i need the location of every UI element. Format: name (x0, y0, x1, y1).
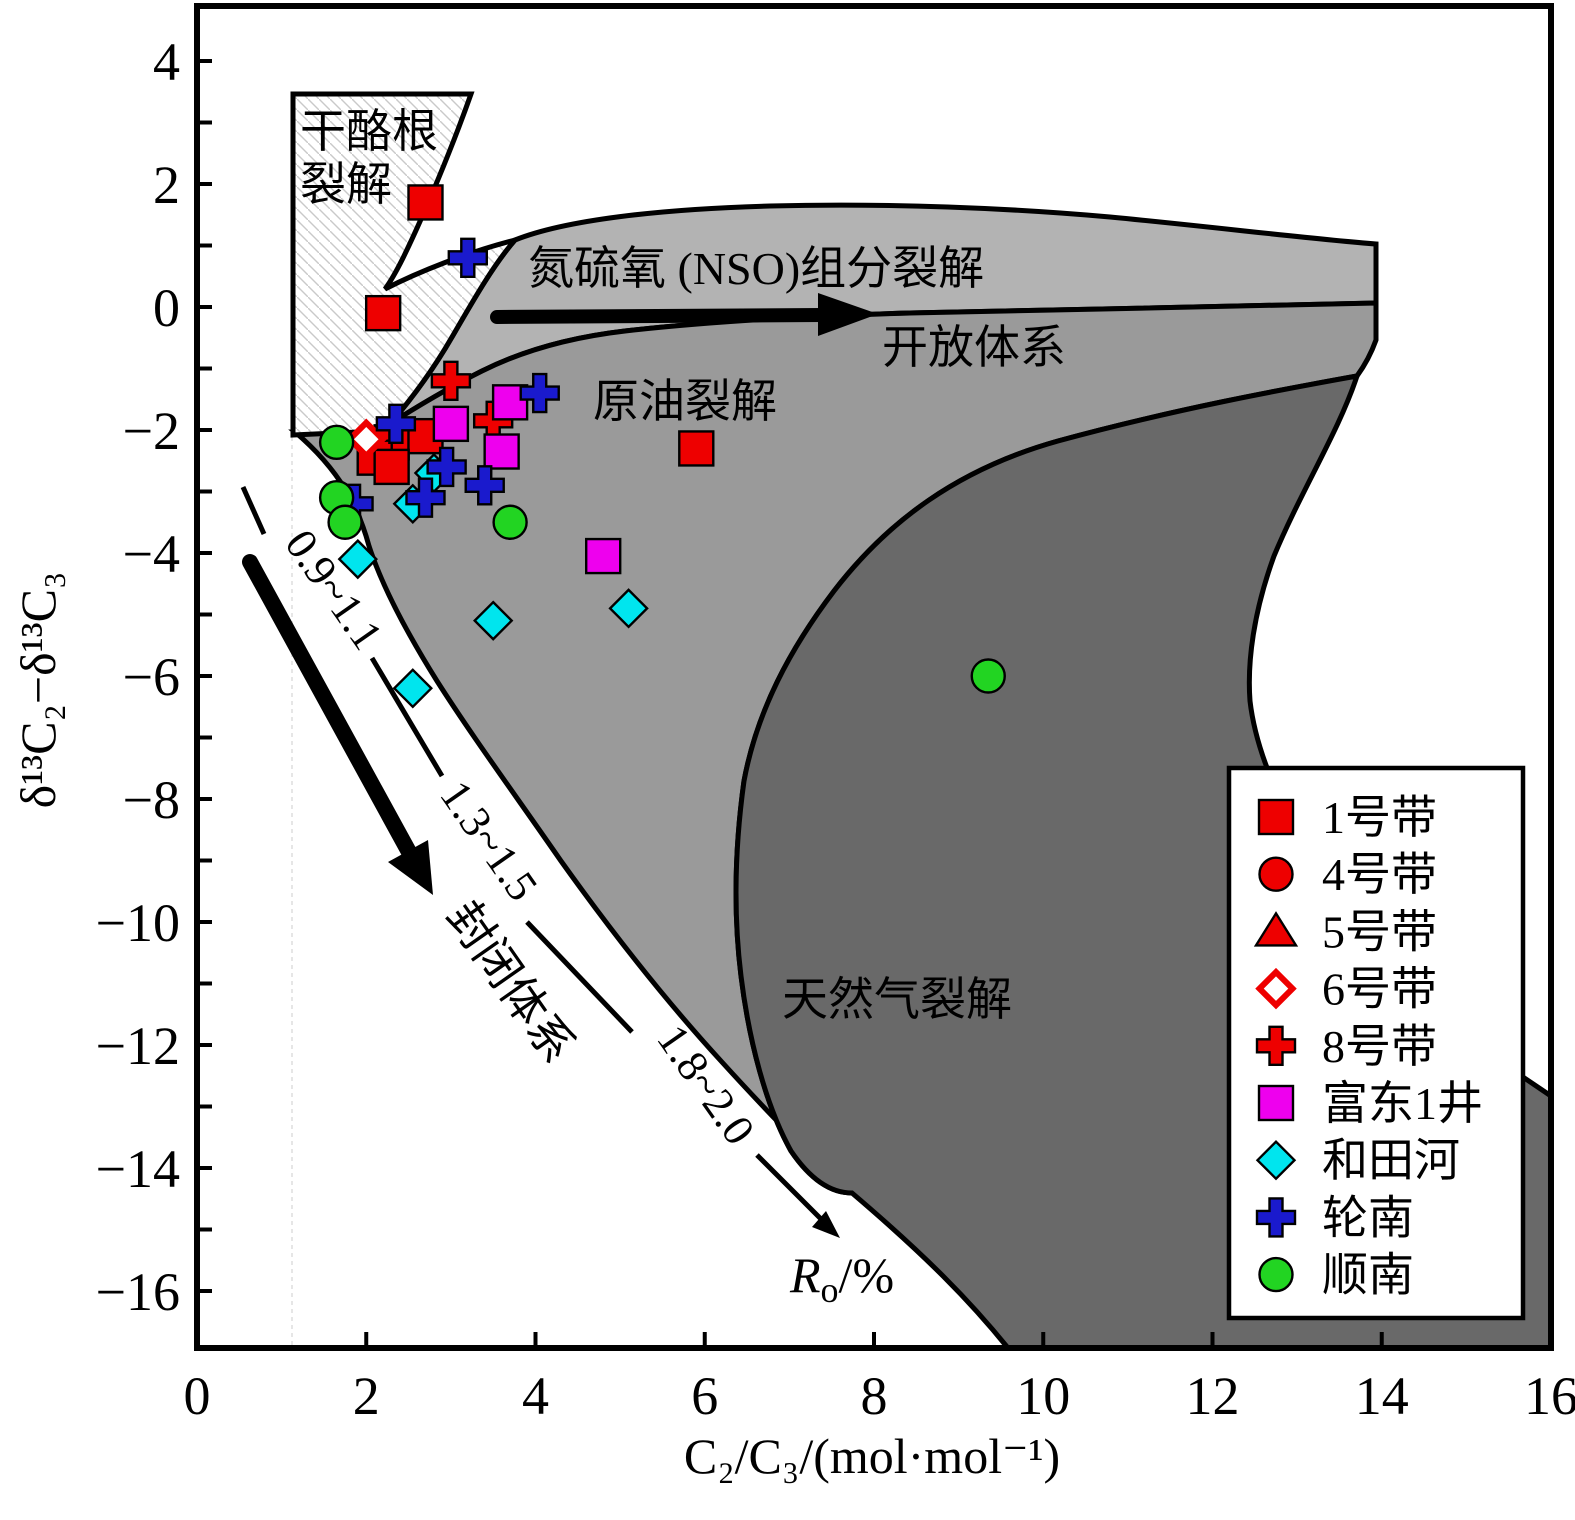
legend-label-8号带: 8号带 (1322, 1021, 1437, 1072)
y-tick-label: 2 (153, 155, 180, 215)
legend-label-1号带: 1号带 (1322, 792, 1437, 843)
legend-marker-6号带 (1255, 967, 1297, 1010)
x-tick-label: 8 (861, 1366, 888, 1426)
legend-label-5号带: 5号带 (1322, 906, 1437, 957)
ro-trend-line (240, 485, 828, 1226)
point-1号带 (373, 448, 410, 486)
point-富东1井 (483, 433, 520, 470)
axis-tick-labels: 0 2 4 6 8 10 12 14 16 4 2 0 −2 −4 −6 −8 −10 −12 −14 −16 (96, 32, 1575, 1426)
data-markers (318, 184, 1006, 709)
legend-label-轮南: 轮南 (1322, 1192, 1414, 1243)
ro-axis-label: Ro/% (789, 1247, 894, 1310)
legend-label-和田河: 和田河 (1322, 1135, 1460, 1186)
y-tick-label: −10 (96, 893, 180, 953)
point-轮南 (426, 446, 467, 488)
y-tick-label: 4 (153, 32, 180, 92)
legend-label-顺南: 顺南 (1322, 1250, 1414, 1301)
point-1号带 (364, 294, 402, 332)
x-tick-label: 10 (1016, 1366, 1070, 1426)
x-tick-label: 0 (184, 1366, 211, 1426)
y-tick-label: 0 (153, 278, 180, 338)
point-1号带 (407, 184, 444, 221)
point-富东1井 (432, 405, 470, 443)
legend-marker-富东1井 (1257, 1084, 1295, 1122)
plot-frame (194, 3, 1554, 1351)
nso-arrow (490, 293, 878, 336)
point-轮南 (464, 465, 505, 506)
legend-marker-8号带 (1255, 1025, 1297, 1066)
point-顺南 (327, 504, 363, 540)
kerogen-label-line2: 裂解 (300, 159, 392, 210)
point-顺南 (970, 658, 1006, 694)
legend-marker-4号带 (1258, 856, 1294, 892)
y-tick-label: −14 (96, 1139, 180, 1199)
point-轮南 (519, 372, 560, 414)
y-tick-label: −4 (123, 524, 180, 584)
closed-system-arrow (242, 554, 433, 895)
y-tick-label: −2 (123, 401, 180, 461)
point-富东1井 (585, 537, 622, 575)
x-tick-label: 6 (691, 1366, 718, 1426)
point-8号带 (430, 360, 472, 401)
legend-marker-轮南 (1255, 1197, 1297, 1238)
y-tick-label: −6 (123, 647, 180, 707)
legend-label-富东1井: 富东1井 (1322, 1078, 1483, 1129)
oil-cracking-label: 原油裂解 (593, 376, 777, 427)
x-tick-label: 4 (522, 1366, 549, 1426)
point-轮南 (375, 403, 417, 445)
y-tick-label: −8 (123, 770, 180, 830)
legend-marker-和田河 (1255, 1140, 1297, 1181)
nso-label: 氮硫氧 (NSO)组分裂解 (528, 243, 984, 294)
point-1号带 (678, 430, 715, 467)
point-顺南 (492, 504, 528, 540)
legend-label-6号带: 6号带 (1322, 964, 1437, 1015)
legend-marker-顺南 (1258, 1256, 1294, 1293)
ro-trend-arrowhead (812, 1211, 840, 1238)
point-6号带 (345, 418, 387, 460)
y-axis-title: δ¹³C₂−δ¹³C₃ (10, 572, 66, 809)
legend-label-4号带: 4号带 (1322, 849, 1437, 900)
legend-marker-5号带 (1253, 911, 1299, 947)
point-和田河 (392, 668, 433, 709)
x-tick-label: 16 (1524, 1366, 1575, 1426)
point-和田河 (472, 600, 514, 641)
point-轮南 (447, 237, 488, 278)
point-和田河 (337, 538, 378, 580)
kerogen-label-line1: 干酪根 (300, 106, 438, 157)
x-axis-title: C₂/C₃/(mol·mol⁻¹) (684, 1428, 1060, 1484)
point-轮南 (405, 477, 446, 518)
x-tick-label: 12 (1186, 1366, 1240, 1426)
point-和田河 (608, 588, 649, 629)
legend-marker-1号带 (1257, 798, 1295, 836)
x-tick-label: 2 (353, 1366, 380, 1426)
gas-cracking-label: 天然气裂解 (782, 974, 1012, 1025)
y-tick-label: −16 (96, 1262, 180, 1322)
y-tick-label: −12 (96, 1016, 180, 1076)
x-tick-label: 14 (1355, 1366, 1409, 1426)
open-system-label: 开放体系 (882, 322, 1066, 373)
point-顺南 (318, 424, 355, 460)
